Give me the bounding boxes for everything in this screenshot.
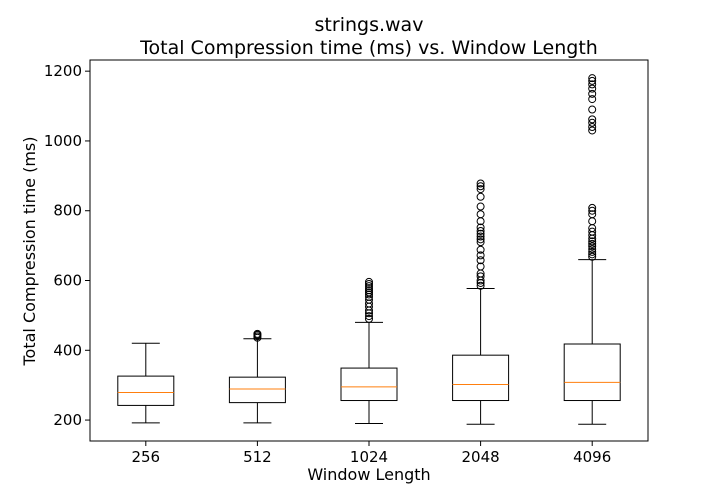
outlier-point [476,281,485,290]
outlier-point [365,284,373,293]
outlier-point [476,182,485,191]
outlier-point [365,290,373,299]
outlier-point [476,179,485,188]
y-tick-label: 800 [53,202,82,220]
chart-title-line2: Total Compression time (ms) vs. Window L… [139,37,598,59]
outlier-point [588,217,597,226]
outlier-point [476,262,485,271]
outlier-point [588,245,597,254]
outlier-point [588,126,597,135]
x-tick-label: 4096 [573,448,611,466]
outlier-point [476,272,485,281]
outlier-point [365,277,373,286]
outlier-point [588,247,597,256]
y-axis-label: Total Compression time (ms) [20,137,39,367]
x-axis-label: Window Length [307,465,430,484]
outlier-point [476,229,485,238]
plot-area: 200 400 600 800 1000 1200 256 512 1024 2048 4096 [44,62,621,466]
outlier-point [588,250,597,259]
plot-frame [89,59,649,442]
y-tick-label: 1000 [44,132,82,150]
outlier-point [476,251,485,260]
outlier-point [476,232,485,241]
outlier-point [476,192,485,201]
x-tick-label: 1024 [350,448,388,466]
iqr-box [228,376,286,404]
outlier-point [588,80,597,89]
outlier-point [588,239,597,248]
outlier-point [365,314,373,323]
outlier-point [588,210,597,219]
outlier-point [588,206,597,215]
outlier-point [588,252,597,261]
outlier-point [476,202,485,211]
chart-title-line1: strings.wav [315,14,424,36]
outlier-point [365,288,373,297]
outlier-point [588,105,597,114]
outlier-point [476,223,485,232]
outlier-point [588,118,597,127]
outlier-point [588,95,597,104]
outlier-point [588,84,597,93]
outlier-point [476,256,485,265]
iqr-box [340,367,398,402]
outlier-point [365,279,373,288]
x-tick-label: 2048 [462,448,500,466]
y-tick-label: 1200 [44,62,82,80]
outlier-point [588,227,597,236]
outlier-point [476,210,485,219]
outlier-point [588,203,597,212]
iqr-box [117,375,175,406]
outlier-point [365,286,373,295]
iqr-box [563,343,621,402]
outlier-point [476,185,485,194]
outlier-point [253,329,262,338]
outlier-point [588,115,597,124]
outlier-point [365,282,373,291]
outlier-point [588,237,597,246]
y-tick-label: 600 [53,272,82,290]
outlier-point [588,89,597,98]
outlier-point [588,242,597,251]
outlier-point [476,226,485,235]
outlier-point [588,122,597,131]
y-tick-label: 200 [53,411,82,429]
outlier-point [365,312,373,321]
x-tick-label: 256 [131,448,160,466]
x-tick-label: 512 [243,448,272,466]
outlier-point [588,76,597,85]
y-tick-label: 400 [53,341,82,359]
outlier-point [476,238,485,247]
outlier-point [476,245,485,254]
outlier-point [588,74,597,83]
iqr-box [452,354,510,402]
outlier-point [476,235,485,244]
